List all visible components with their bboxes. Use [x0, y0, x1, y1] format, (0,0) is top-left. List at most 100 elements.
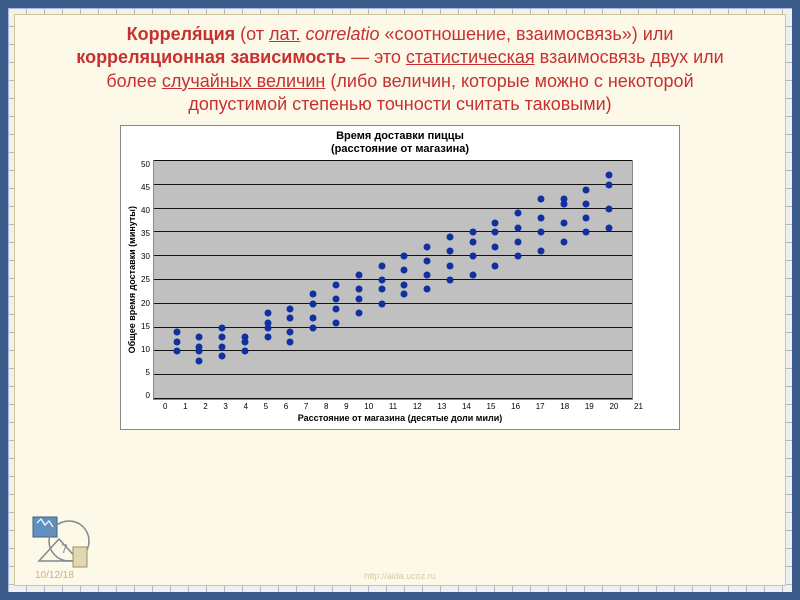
data-point: [446, 234, 453, 241]
data-point: [492, 262, 499, 269]
latin-word: correlatio: [305, 24, 379, 44]
grid-line: [154, 374, 632, 375]
grid-line: [154, 160, 632, 161]
x-tick: 13: [437, 402, 446, 411]
x-tick: 6: [284, 402, 288, 411]
grid-line: [154, 398, 632, 399]
data-point: [355, 295, 362, 302]
x-tick: 11: [389, 402, 397, 411]
data-point: [537, 248, 544, 255]
stat-link[interactable]: статистическая: [406, 47, 535, 67]
data-point: [560, 196, 567, 203]
scatter-chart: Время доставки пиццы (расстояние от мага…: [120, 125, 680, 430]
data-point: [355, 310, 362, 317]
y-tick: 45: [141, 183, 150, 192]
data-point: [219, 334, 226, 341]
data-point: [333, 295, 340, 302]
data-point: [492, 219, 499, 226]
data-point: [469, 272, 476, 279]
data-point: [378, 286, 385, 293]
data-point: [469, 253, 476, 260]
data-point: [241, 348, 248, 355]
grid-line: [154, 279, 632, 280]
term-bold: Корреля́ция: [127, 24, 236, 44]
x-tick: 16: [511, 402, 520, 411]
x-tick: 7: [304, 402, 308, 411]
y-tick: 10: [141, 345, 150, 354]
data-point: [492, 229, 499, 236]
data-point: [606, 172, 613, 179]
grid-line: [154, 208, 632, 209]
y-axis-label: Общее время доставки (минуты): [127, 206, 137, 353]
y-tick: 15: [141, 322, 150, 331]
data-point: [424, 272, 431, 279]
data-point: [196, 334, 203, 341]
data-point: [606, 224, 613, 231]
data-point: [469, 229, 476, 236]
data-point: [424, 286, 431, 293]
x-tick: 18: [560, 402, 569, 411]
grid-line: [154, 350, 632, 351]
x-tick: 12: [413, 402, 422, 411]
x-tick: 3: [223, 402, 227, 411]
data-point: [537, 196, 544, 203]
grid-line: [154, 231, 632, 232]
y-tick: 30: [141, 252, 150, 261]
chart-title: Время доставки пиццы (расстояние от мага…: [127, 130, 673, 156]
footer-date: 10/12/18: [35, 570, 74, 581]
data-point: [446, 276, 453, 283]
data-point: [446, 248, 453, 255]
x-tick: 9: [344, 402, 348, 411]
math-tools-icon: 7: [29, 509, 99, 573]
x-tick: 14: [462, 402, 471, 411]
data-point: [241, 334, 248, 341]
data-point: [287, 338, 294, 345]
data-point: [606, 181, 613, 188]
definition-text: Корреля́ция (от лат. correlatio «соотнош…: [55, 23, 745, 117]
data-point: [424, 243, 431, 250]
chart-title-line1: Время доставки пиццы: [336, 130, 464, 142]
data-point: [515, 238, 522, 245]
x-tick: 4: [244, 402, 248, 411]
x-tick: 8: [324, 402, 328, 411]
data-point: [264, 319, 271, 326]
data-point: [583, 200, 590, 207]
data-point: [401, 291, 408, 298]
x-tick: 5: [264, 402, 268, 411]
plot-area: [153, 160, 633, 400]
x-tick: 10: [364, 402, 373, 411]
data-point: [606, 205, 613, 212]
latin-link[interactable]: лат.: [269, 24, 300, 44]
data-point: [401, 267, 408, 274]
x-tick: 21: [634, 402, 643, 411]
data-point: [537, 229, 544, 236]
data-point: [310, 315, 317, 322]
rand-link[interactable]: случайных величин: [162, 71, 326, 91]
data-point: [378, 262, 385, 269]
outer-border: Корреля́ция (от лат. correlatio «соотнош…: [0, 0, 800, 600]
data-point: [287, 305, 294, 312]
data-point: [264, 334, 271, 341]
data-point: [515, 253, 522, 260]
data-point: [333, 319, 340, 326]
data-point: [583, 229, 590, 236]
data-point: [378, 300, 385, 307]
data-point: [583, 186, 590, 193]
data-point: [401, 253, 408, 260]
grid-line: [154, 303, 632, 304]
def-dash: — это: [351, 47, 401, 67]
data-point: [219, 353, 226, 360]
x-axis-ticks: 0123456789101112131415161718192021: [163, 402, 643, 411]
data-point: [424, 257, 431, 264]
data-point: [446, 262, 453, 269]
x-tick: 2: [203, 402, 207, 411]
x-tick: 20: [609, 402, 618, 411]
data-point: [287, 315, 294, 322]
data-point: [173, 338, 180, 345]
chart-title-line2: (расстояние от магазина): [331, 143, 469, 155]
data-point: [560, 219, 567, 226]
data-point: [287, 329, 294, 336]
grid-line: [154, 255, 632, 256]
svg-text:7: 7: [61, 542, 68, 556]
data-point: [173, 329, 180, 336]
